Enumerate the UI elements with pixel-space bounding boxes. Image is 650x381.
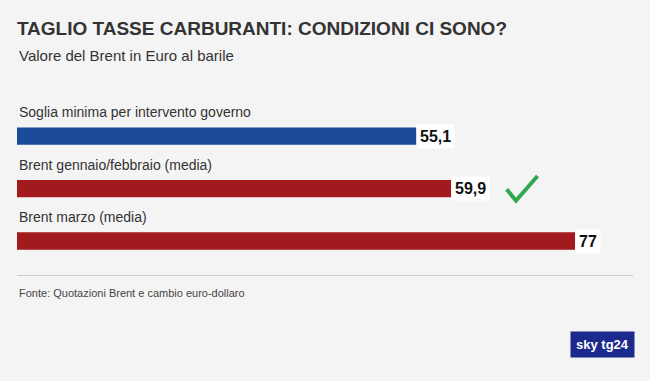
svg-text:Brent gennaio/febbraio (media): Brent gennaio/febbraio (media) [19, 157, 212, 173]
svg-text:59,9: 59,9 [455, 180, 486, 197]
svg-text:Brent marzo (media): Brent marzo (media) [19, 209, 147, 225]
svg-text:55,1: 55,1 [420, 128, 451, 145]
svg-text:Fonte: Quotazioni Brent e camb: Fonte: Quotazioni Brent e cambio euro-do… [19, 287, 245, 299]
svg-text:sky tg24: sky tg24 [576, 337, 629, 352]
svg-text:77: 77 [579, 233, 597, 250]
svg-text:TAGLIO TASSE CARBURANTI: CONDI: TAGLIO TASSE CARBURANTI: CONDIZIONI CI S… [17, 18, 507, 39]
svg-text:Soglia minima per intervento g: Soglia minima per intervento governo [19, 104, 251, 120]
svg-text:Valore del Brent in Euro al ba: Valore del Brent in Euro al barile [19, 47, 234, 64]
